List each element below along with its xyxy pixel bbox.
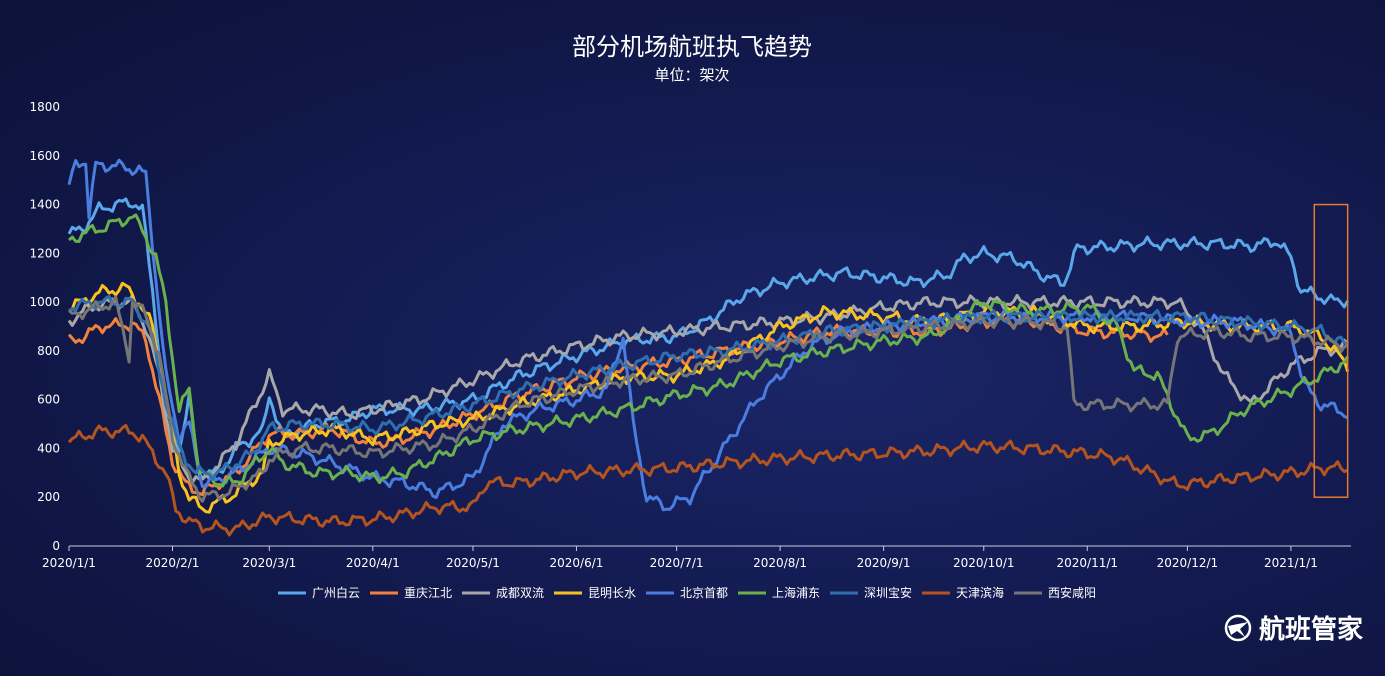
highlight-layer — [1313, 203, 1349, 498]
legend-label: 深圳宝安 — [864, 585, 912, 600]
logo-text: 航班管家 — [1258, 615, 1363, 645]
series-line — [68, 213, 1350, 488]
x-tick-label: 2020/4/1 — [346, 556, 400, 570]
y-axis: 0 200 400 600 800 1000 1200 1400 1600 1800 — [29, 100, 60, 553]
y-tick-label: 800 — [37, 344, 60, 358]
legend-label: 上海浦东 — [772, 585, 820, 600]
series-line — [67, 293, 1349, 484]
legend-label: 成都双流 — [496, 586, 544, 600]
x-tick-label: 2020/1/1 — [42, 556, 96, 570]
legend-item: 广州白云 — [278, 585, 360, 600]
legend-item: 上海浦东 — [738, 585, 820, 600]
series-line — [68, 294, 1349, 481]
x-tick-label: 2020/9/1 — [857, 556, 911, 570]
legend-item: 深圳宝安 — [830, 585, 912, 600]
y-tick-label: 200 — [37, 490, 60, 504]
series-line — [67, 423, 1349, 537]
legend-label: 广州白云 — [312, 585, 360, 600]
y-tick-label: 600 — [37, 393, 60, 407]
legend: 广州白云 重庆江北 成都双流 昆明长水 北京首都 上海浦东 深圳宝安 天津滨海 西安咸阳 — [278, 585, 1096, 600]
x-tick-label: 2021/1/1 — [1264, 556, 1318, 570]
x-tick-label: 2020/7/1 — [650, 556, 704, 570]
brand-logo: 航班管家 — [1223, 609, 1363, 646]
airplane-globe-icon — [1224, 614, 1252, 641]
legend-label: 重庆江北 — [404, 586, 452, 600]
legend-item: 成都双流 — [462, 586, 544, 600]
y-tick-label: 0 — [52, 539, 60, 553]
series-line — [67, 197, 1350, 481]
chart-title: 部分机场航班执飞趋势 — [572, 33, 812, 61]
y-tick-label: 1400 — [29, 198, 60, 212]
x-tick-label: 2020/12/1 — [1157, 556, 1219, 570]
series-line — [67, 158, 1349, 512]
y-tick-label: 1000 — [29, 295, 60, 309]
legend-item: 昆明长水 — [554, 586, 636, 600]
x-tick-label: 2020/8/1 — [753, 556, 807, 570]
x-tick-label: 2020/10/1 — [953, 556, 1015, 570]
x-axis: 2020/1/1 2020/2/1 2020/3/1 2020/4/1 2020/5/1… — [42, 545, 1351, 570]
x-tick-label: 2020/5/1 — [446, 556, 500, 570]
y-tick-label: 400 — [37, 441, 60, 455]
series-layer — [67, 158, 1350, 537]
y-tick-label: 1200 — [29, 246, 60, 260]
chart-subtitle: 单位：架次 — [654, 66, 729, 84]
legend-label: 昆明长水 — [588, 586, 636, 600]
y-tick-label: 1800 — [29, 100, 60, 114]
x-tick-label: 2020/6/1 — [550, 556, 604, 570]
series-line — [68, 281, 1350, 514]
y-tick-label: 1600 — [29, 149, 60, 163]
x-tick-label: 2020/2/1 — [146, 556, 200, 570]
legend-item: 北京首都 — [646, 586, 728, 600]
series-line — [68, 295, 1349, 503]
x-tick-label: 2020/3/1 — [242, 556, 296, 570]
legend-label: 西安咸阳 — [1048, 585, 1096, 600]
highlight-box — [1313, 203, 1349, 498]
x-tick-label: 2020/11/1 — [1056, 556, 1118, 570]
legend-item: 天津滨海 — [922, 585, 1004, 600]
legend-label: 天津滨海 — [956, 585, 1004, 600]
legend-label: 北京首都 — [680, 586, 728, 600]
legend-item: 西安咸阳 — [1014, 585, 1096, 600]
legend-item: 重庆江北 — [370, 586, 452, 600]
